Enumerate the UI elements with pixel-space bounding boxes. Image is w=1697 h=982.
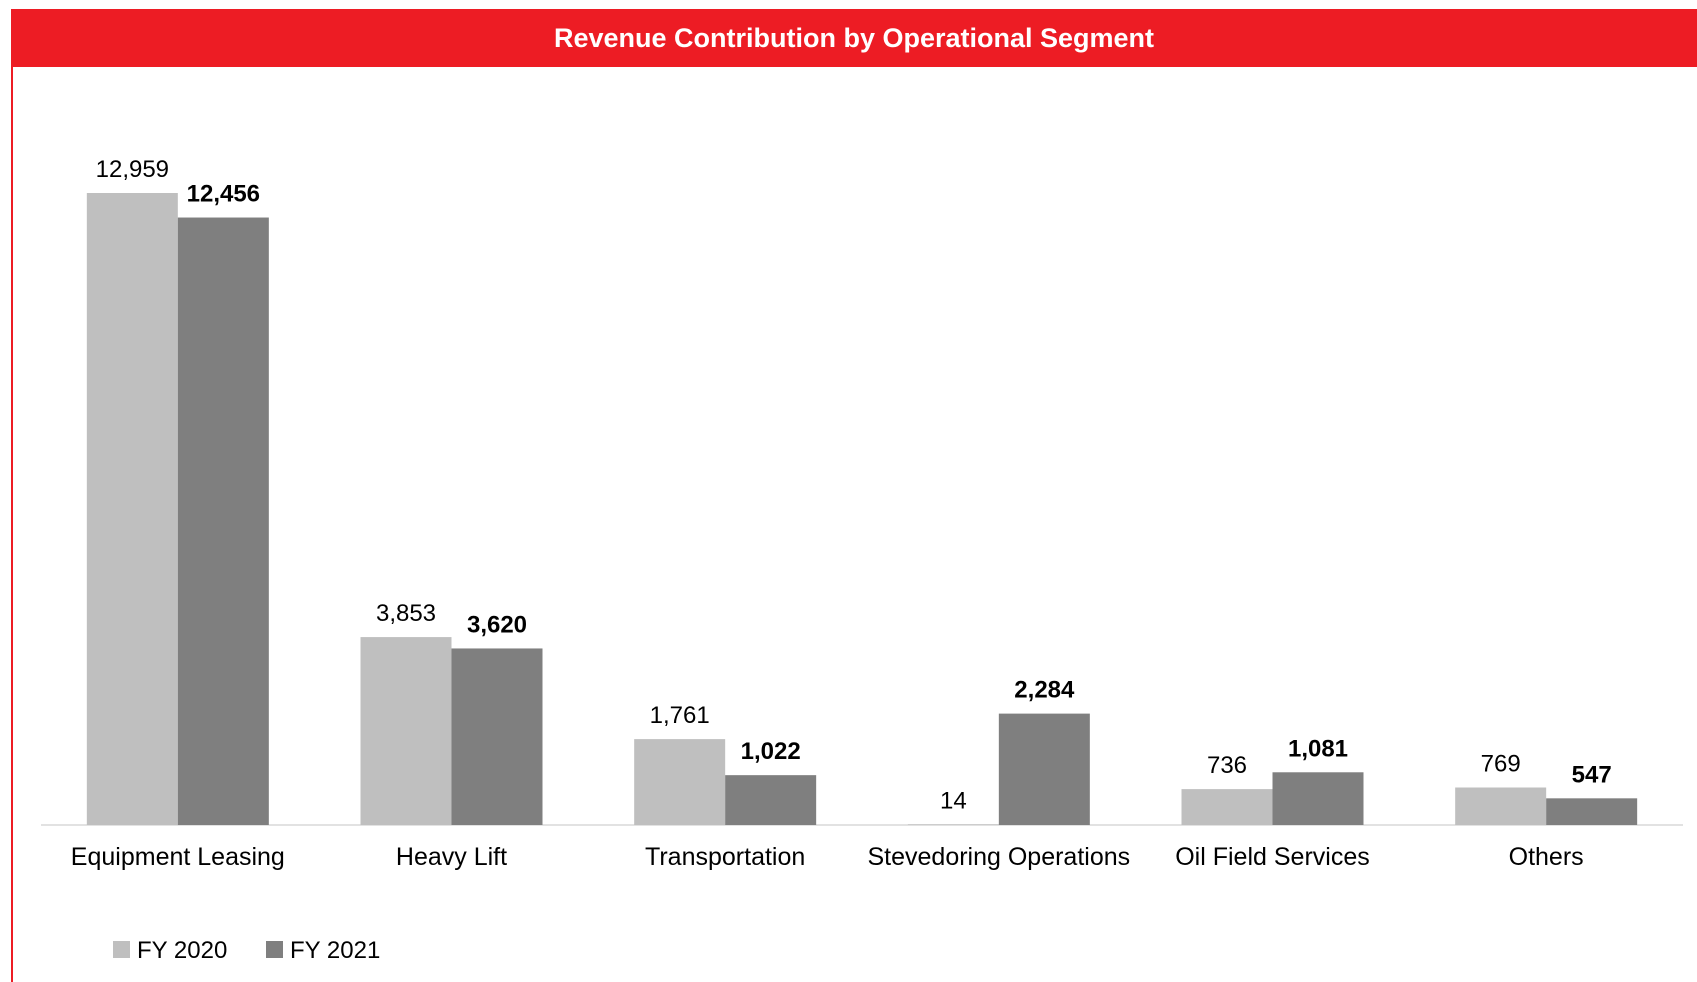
data-label: 1,081 bbox=[1288, 735, 1348, 762]
bar bbox=[1546, 798, 1638, 825]
bar bbox=[998, 713, 1090, 825]
data-label: 1,761 bbox=[650, 702, 710, 729]
x-tick-label: Oil Field Services bbox=[1175, 843, 1370, 871]
bar bbox=[725, 775, 817, 825]
x-tick-label: Stevedoring Operations bbox=[867, 843, 1131, 871]
bar bbox=[86, 193, 178, 825]
x-tick-label: Equipment Leasing bbox=[70, 843, 285, 871]
data-label: 1,022 bbox=[741, 738, 801, 765]
bar bbox=[907, 824, 999, 825]
bar bbox=[634, 739, 726, 825]
bar bbox=[1181, 789, 1273, 825]
bar bbox=[451, 648, 543, 825]
data-label: 12,456 bbox=[187, 181, 260, 208]
data-label: 769 bbox=[1481, 750, 1521, 777]
data-label: 12,959 bbox=[96, 156, 169, 183]
legend-swatch bbox=[113, 941, 130, 958]
data-label: 3,853 bbox=[376, 600, 436, 627]
x-tick-label: Others bbox=[1508, 843, 1584, 871]
data-label: 736 bbox=[1207, 752, 1247, 779]
bar bbox=[360, 637, 452, 825]
frame-line bbox=[11, 9, 13, 982]
data-label: 2,284 bbox=[1014, 677, 1075, 704]
legend-swatch bbox=[266, 941, 283, 958]
data-label: 3,620 bbox=[467, 611, 527, 638]
legend-label: FY 2020 bbox=[137, 937, 227, 964]
chart-title: Revenue Contribution by Operational Segm… bbox=[11, 9, 1697, 67]
data-label: 547 bbox=[1572, 761, 1612, 788]
bar bbox=[1455, 787, 1547, 825]
legend-label: FY 2021 bbox=[290, 937, 380, 964]
bar bbox=[177, 217, 269, 826]
data-label: 14 bbox=[940, 787, 967, 814]
x-tick-label: Heavy Lift bbox=[395, 843, 508, 871]
x-tick-label: Transportation bbox=[645, 843, 806, 871]
bar bbox=[1272, 772, 1364, 825]
